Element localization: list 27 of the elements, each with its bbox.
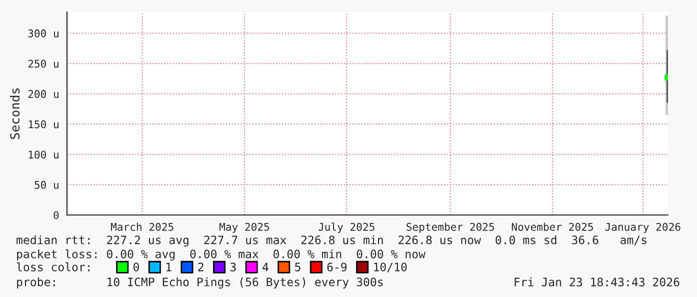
legend-label: 2 xyxy=(198,262,204,272)
y-tick-label: 100 u xyxy=(28,150,58,159)
y-tick-label: 0 xyxy=(54,211,59,220)
y-tick-label: 200 u xyxy=(28,90,58,98)
y-tick-label: 50 u xyxy=(34,180,58,189)
legend-label: 1 xyxy=(166,262,172,272)
legend-label: 5 xyxy=(295,262,300,272)
x-tick-label: January 2026 xyxy=(605,222,680,233)
text: loss color: xyxy=(16,262,90,272)
legend-label: 4 xyxy=(262,262,268,272)
y-tick-label: 250 u xyxy=(28,60,58,68)
legend-label: 6-9 xyxy=(327,262,347,272)
x-tick-label: September 2025 xyxy=(406,222,494,233)
text: probe: 10 ICMP Echo Pings (56 Bytes) every 300s xyxy=(17,277,383,289)
x-tick-label: July 2025 xyxy=(318,222,374,233)
x-tick-label: May 2025 xyxy=(219,222,270,233)
text: Fri Jan 23 18:43:43 2026 xyxy=(514,277,680,286)
legend-label: 10/10 xyxy=(374,262,407,272)
legend-label: 3 xyxy=(230,262,236,272)
x-tick-label: November 2025 xyxy=(512,222,593,231)
y-tick-label: 150 u xyxy=(28,120,58,128)
text: median rtt: 227.2 us avg 227.7 us max 226.8 us min 226.8 us now 0.0 ms sd 36.6 am/s xyxy=(16,235,646,247)
legend-label: 0 xyxy=(134,262,139,272)
y-tick-label: 300 u xyxy=(28,29,58,38)
text: packet loss: 0.00 % avg 0.00 % max 0.00 % min 0.00 % now xyxy=(17,249,426,261)
y-axis-title: Seconds xyxy=(10,88,20,139)
x-tick-label: March 2025 xyxy=(111,222,174,231)
